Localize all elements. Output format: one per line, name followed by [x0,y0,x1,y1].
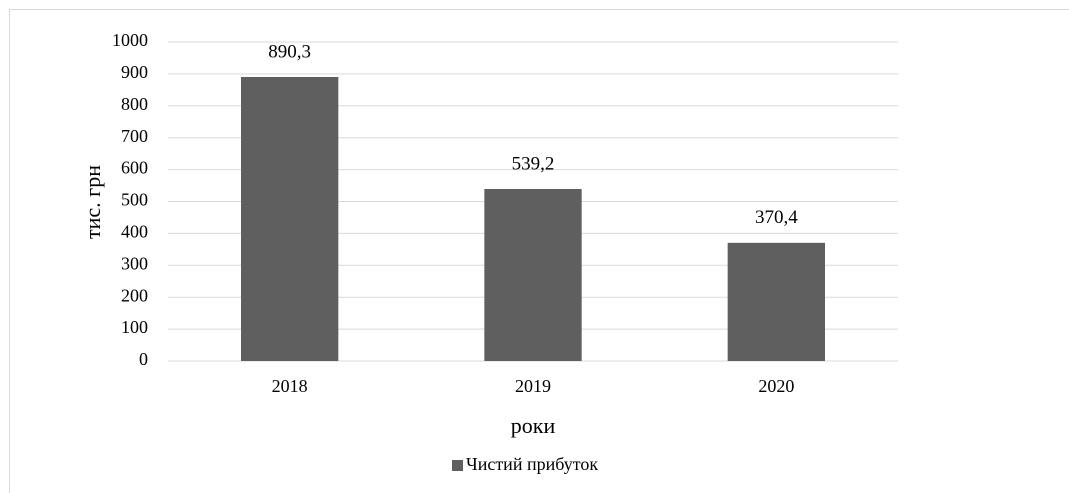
y-tick-label: 200 [121,285,148,305]
y-tick-label: 800 [121,94,148,114]
y-tick-label: 500 [121,190,148,210]
x-tick-label: 2020 [758,376,794,396]
legend-swatch [452,460,463,471]
legend-label: Чистий прибуток [466,454,598,474]
x-axis-title: роки [511,413,556,438]
data-label: 370,4 [755,207,798,228]
y-tick-label: 100 [121,317,148,337]
bar [727,242,825,361]
bar [484,188,582,361]
chart-frame [9,9,1069,493]
y-tick-label: 1000 [112,30,148,50]
y-tick-label: 900 [121,62,148,82]
y-tick-label: 0 [139,349,148,369]
x-tick-label: 2018 [272,376,308,396]
y-tick-label: 400 [121,222,148,242]
data-label: 890,3 [268,41,311,62]
data-label: 539,2 [512,153,555,174]
y-tick-label: 700 [121,126,148,146]
y-axis-title: тис. грн [80,165,105,239]
y-tick-label: 600 [121,158,148,178]
y-tick-label: 300 [121,253,148,273]
bar [241,76,339,362]
x-tick-label: 2019 [515,376,551,396]
